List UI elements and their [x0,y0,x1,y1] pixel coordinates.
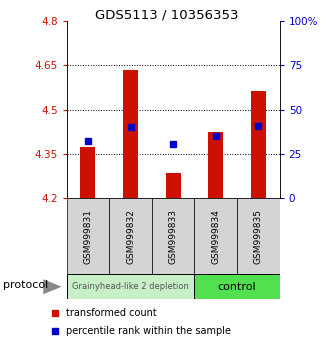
Bar [208,132,223,198]
Text: GSM999832: GSM999832 [126,209,135,264]
Text: percentile rank within the sample: percentile rank within the sample [66,326,231,336]
Bar [251,91,266,198]
Text: GSM999835: GSM999835 [254,209,263,264]
Bar [194,198,237,274]
Bar [123,70,138,198]
Text: transformed count: transformed count [66,308,157,318]
Bar [166,173,180,198]
Text: GSM999834: GSM999834 [211,209,220,264]
Bar [81,147,95,198]
Text: control: control [218,282,256,292]
Bar [67,274,194,299]
Text: GDS5113 / 10356353: GDS5113 / 10356353 [95,9,238,22]
Bar [67,198,109,274]
Polygon shape [43,279,62,294]
Bar [194,274,280,299]
Text: Grainyhead-like 2 depletion: Grainyhead-like 2 depletion [72,282,189,291]
Text: GSM999833: GSM999833 [168,209,178,264]
Bar [237,198,280,274]
Text: protocol: protocol [3,280,49,290]
Bar [152,198,194,274]
Bar [109,198,152,274]
Text: GSM999831: GSM999831 [83,209,93,264]
